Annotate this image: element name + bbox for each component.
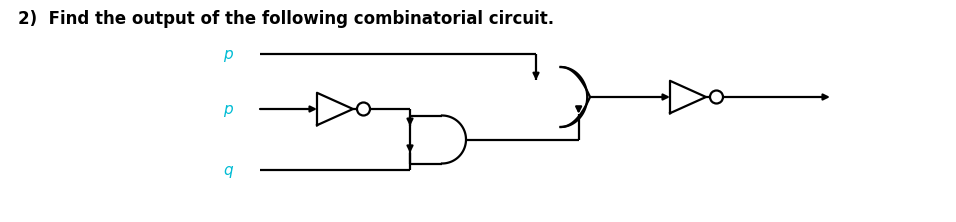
Text: 2)  Find the output of the following combinatorial circuit.: 2) Find the output of the following comb… xyxy=(18,10,554,28)
Text: q: q xyxy=(224,163,233,178)
Text: p: p xyxy=(224,46,233,61)
Text: p: p xyxy=(224,101,233,117)
